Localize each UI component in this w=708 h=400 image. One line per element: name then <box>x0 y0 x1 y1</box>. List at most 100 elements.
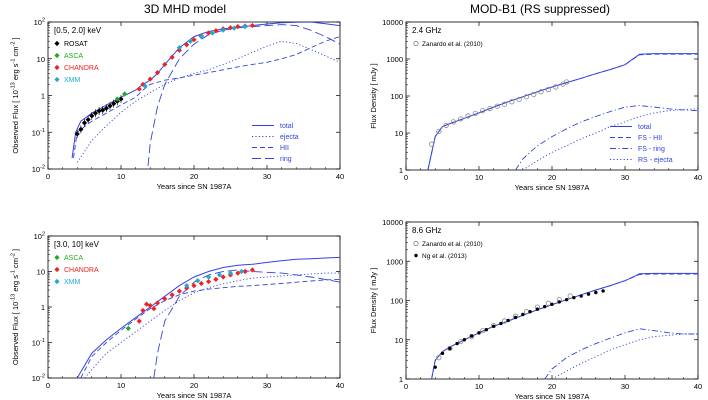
radio-8p6-point-zanardoetal2010 <box>545 300 551 306</box>
xray-soft-xtick-label: 30 <box>263 172 271 181</box>
radio-8p6-point-ngetal2013 <box>477 331 481 335</box>
xray-soft-ytick-label: 102 <box>34 18 45 28</box>
radio-2p4-point-zanardoetal2010 <box>494 103 500 109</box>
radio-8p6-point-zanardoetal2010 <box>480 328 486 334</box>
xray-hard-series-total <box>76 256 340 378</box>
xray-soft-point-chandra <box>140 81 146 88</box>
xray-soft-point-xmm <box>220 27 226 33</box>
radio-2p4-point-zanardoetal2010 <box>428 141 435 147</box>
radio-2p4-xtick-label: 40 <box>694 173 702 182</box>
xray-soft-ytick-label: 10-2 <box>32 165 45 175</box>
radio-2p4-point-zanardoetal2010 <box>516 96 522 103</box>
radio-2p4-point-zanardoetal2010 <box>436 128 442 135</box>
xray-soft-point-xmm <box>198 34 204 40</box>
xray-hard-point-chandra <box>235 270 241 276</box>
radio-8p6-series-rs-ejecta <box>551 333 698 379</box>
panel-xray-soft: 0 10 20 30 40 Years since SN 1987A 10-2 10-1 1 10… <box>11 18 345 192</box>
radio-2p4-point-zanardoetal2010 <box>531 91 537 98</box>
xray-soft-point-chandra <box>154 69 161 76</box>
xray-hard-point-xmm <box>206 274 212 280</box>
xray-hard-plot-frame <box>47 235 341 379</box>
xray-hard-point-chandra <box>143 301 150 307</box>
radio-2p4-point-zanardoetal2010 <box>443 122 449 129</box>
xray-hard-series-hii <box>80 278 340 378</box>
radio-8p6-point-ngetal2013 <box>557 300 561 304</box>
radio-8p6-point-ngetal2013 <box>579 294 583 298</box>
radio-8p6-point-zanardoetal2010 <box>523 309 530 315</box>
xray-soft-point-chandra <box>169 54 175 60</box>
radio-8p6-xtick-label: 40 <box>694 382 702 391</box>
xray-soft-xtick-label: 40 <box>336 172 344 181</box>
xray-hard-xtick-label: 20 <box>190 381 198 390</box>
radio-8p6-xtick-label: 30 <box>621 382 629 391</box>
radio-2p4-ytick-label: 10 <box>395 129 403 138</box>
radio-8p6-series-fs-ring <box>544 328 698 379</box>
xray-soft-point-xmm <box>231 25 237 31</box>
xray-soft-point-rosat <box>92 110 99 116</box>
radio-8p6-point-zanardoetal2010 <box>458 338 464 345</box>
xray-hard-ytick-label: 10-1 <box>32 338 45 348</box>
radio-2p4-xlabel: Years since SN 1987A <box>515 183 590 192</box>
radio-8p6-legend-zanardoetal2010-marker <box>413 240 419 247</box>
radio-8p6-point-ngetal2013 <box>594 290 598 295</box>
radio-2p4-point-zanardoetal2010 <box>538 89 544 95</box>
radio-8p6-ytick-label: 1000 <box>386 257 403 266</box>
xray-hard-observations <box>125 267 255 331</box>
xray-soft-observations <box>74 22 255 138</box>
xray-hard-point-chandra <box>220 274 226 280</box>
xray-soft-point-chandra <box>227 25 234 31</box>
xray-soft-point-chandra <box>162 61 168 68</box>
radio-2p4-point-zanardoetal2010 <box>465 113 471 119</box>
xray-hard-ylabel: Observed Flux [ 10-13 erg s-1 cm-2 ] <box>11 249 21 365</box>
xray-hard-point-xmm <box>216 272 223 278</box>
radio-2p4-xtick-label: 10 <box>475 173 483 182</box>
xray-hard-point-chandra <box>191 283 197 289</box>
xray-soft-point-xmm <box>142 83 148 89</box>
radio-8p6-observations <box>433 289 605 369</box>
xray-soft-series-total <box>71 22 340 158</box>
radio-2p4-xtick-label: 0 <box>404 173 408 182</box>
xray-soft-point-rosat <box>89 113 95 119</box>
xray-soft-legend-rosat-marker <box>54 40 60 47</box>
xray-hard-ytick-label: 10 <box>37 268 45 277</box>
radio-8p6-legend-ngetal2013-marker <box>414 253 418 258</box>
xray-soft-point-rosat <box>85 117 91 123</box>
xray-soft-point-chandra <box>235 23 241 30</box>
radio-2p4-legend-total: total <box>638 124 652 131</box>
panel-radio-8p6: 0 10 20 30 40 Years since SN 1987A 1 10 100 1000 1… <box>369 218 702 400</box>
xray-soft-point-chandra <box>206 30 212 36</box>
xray-hard-point-chandra <box>206 278 212 285</box>
xray-soft-xtick-label: 0 <box>46 172 50 181</box>
xray-hard-legend-asca: ASCA <box>64 255 83 262</box>
xray-hard-point-chandra <box>169 292 175 298</box>
xray-hard-xtick-label: 10 <box>117 381 125 390</box>
xray-soft-point-rosat <box>103 105 109 111</box>
radio-2p4-xtick-label: 30 <box>621 173 629 182</box>
radio-8p6-xtick-label: 20 <box>548 382 556 391</box>
radio-2p4-point-zanardoetal2010 <box>563 79 570 85</box>
xray-soft-point-chandra <box>147 76 153 82</box>
xray-hard-point-chandra <box>136 318 142 324</box>
radio-2p4-legend-rsejecta: RS - ejecta <box>638 157 673 164</box>
xray-hard-point-chandra <box>176 288 182 294</box>
radio-2p4-ytick-label: 1000 <box>386 55 403 64</box>
xray-hard-point-xmm <box>227 270 234 276</box>
xray-soft-point-rosat <box>78 126 84 132</box>
radio-2p4-point-zanardoetal2010 <box>487 105 493 112</box>
xray-hard-legend-chandra: CHANDRA <box>64 267 99 274</box>
xray-soft-legend-total: total <box>280 123 294 130</box>
xray-hard-xtick-label: 0 <box>46 381 50 390</box>
radio-2p4-point-zanardoetal2010 <box>523 94 530 100</box>
xray-soft-legend-xmm-marker <box>54 76 60 83</box>
xray-soft-point-chandra <box>213 28 219 34</box>
radio-8p6-xlabel: Years since SN 1987A <box>515 392 590 400</box>
xray-soft-point-asca <box>122 91 128 97</box>
xray-soft-xlabel: Years since SN 1987A <box>157 182 232 191</box>
radio-2p4-point-zanardoetal2010 <box>480 108 486 114</box>
xray-hard-point-chandra <box>140 307 146 314</box>
xray-hard-ytick-label: 10-2 <box>32 374 45 384</box>
xray-soft-legend-asca: ASCA <box>64 53 83 60</box>
xray-soft-legend-chandra: CHANDRA <box>64 65 99 72</box>
radio-8p6-xtick-label: 0 <box>404 382 408 391</box>
